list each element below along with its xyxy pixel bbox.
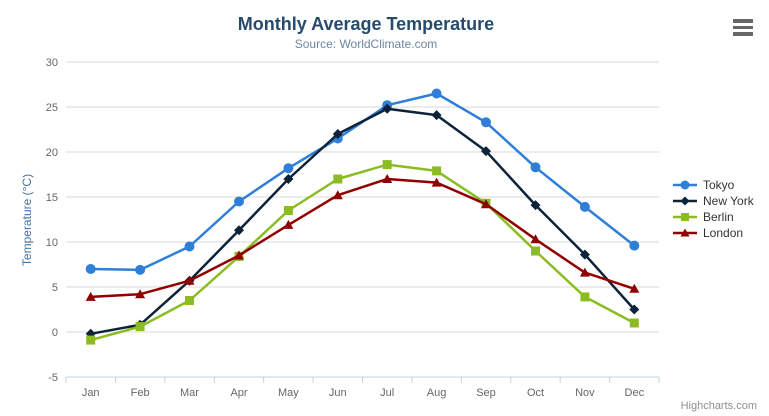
credits-link[interactable]: Highcharts.com [680,400,757,412]
series-tokyo-line [89,92,636,272]
legend-label: New York [703,194,754,208]
x-axis-label: Dec [625,387,645,399]
legend-item-new-york[interactable]: New York [672,193,754,209]
context-menu-button[interactable] [731,19,755,39]
legend-marker-new-york [673,196,697,206]
y-axis-label: 20 [46,147,58,159]
x-axis-label: Oct [527,387,544,399]
series-new-york[interactable] [85,103,640,339]
legend: Tokyo New York Berlin London [672,177,754,241]
legend-marker-berlin [673,213,697,221]
y-axis-label: 25 [46,102,58,114]
legend-label: Berlin [703,210,734,224]
chart-subtitle: Source: WorldClimate.com [294,37,438,51]
legend-marker-tokyo [673,180,697,190]
y-axis-label: 5 [52,282,58,294]
series-berlin-line [89,163,636,342]
x-axis-label: Aug [427,387,447,399]
x-axis-label: Jun [329,387,347,399]
x-axis-label: Feb [131,387,150,399]
y-axis-label: 15 [46,192,58,204]
x-axis-label: Apr [230,387,247,399]
y-axis-label: 30 [46,57,58,69]
series-new-york-line [89,107,636,336]
legend-item-berlin[interactable]: Berlin [672,209,754,225]
chart-title: Monthly Average Temperature [237,14,495,34]
hamburger-menu-icon [731,19,755,36]
series-london[interactable] [85,174,640,301]
y-axis-label: 0 [52,327,58,339]
x-axis-label: Mar [180,387,199,399]
y-axis-label: 10 [46,237,58,249]
legend-label: London [703,226,744,240]
legend-marker-london [673,228,697,237]
x-axis-label: Jan [82,387,100,399]
y-axis-label: -5 [48,372,58,384]
series-tokyo[interactable] [85,88,640,275]
legend-item-london[interactable]: London [672,225,754,241]
x-axis-label: May [278,387,299,399]
x-axis-label: Jul [380,387,394,399]
legend-item-tokyo[interactable]: Tokyo [672,177,754,193]
series-london-line [89,177,636,299]
legend-label: Tokyo [703,178,735,192]
x-axis-label: Sep [476,387,496,399]
x-axis-label: Nov [575,387,595,399]
